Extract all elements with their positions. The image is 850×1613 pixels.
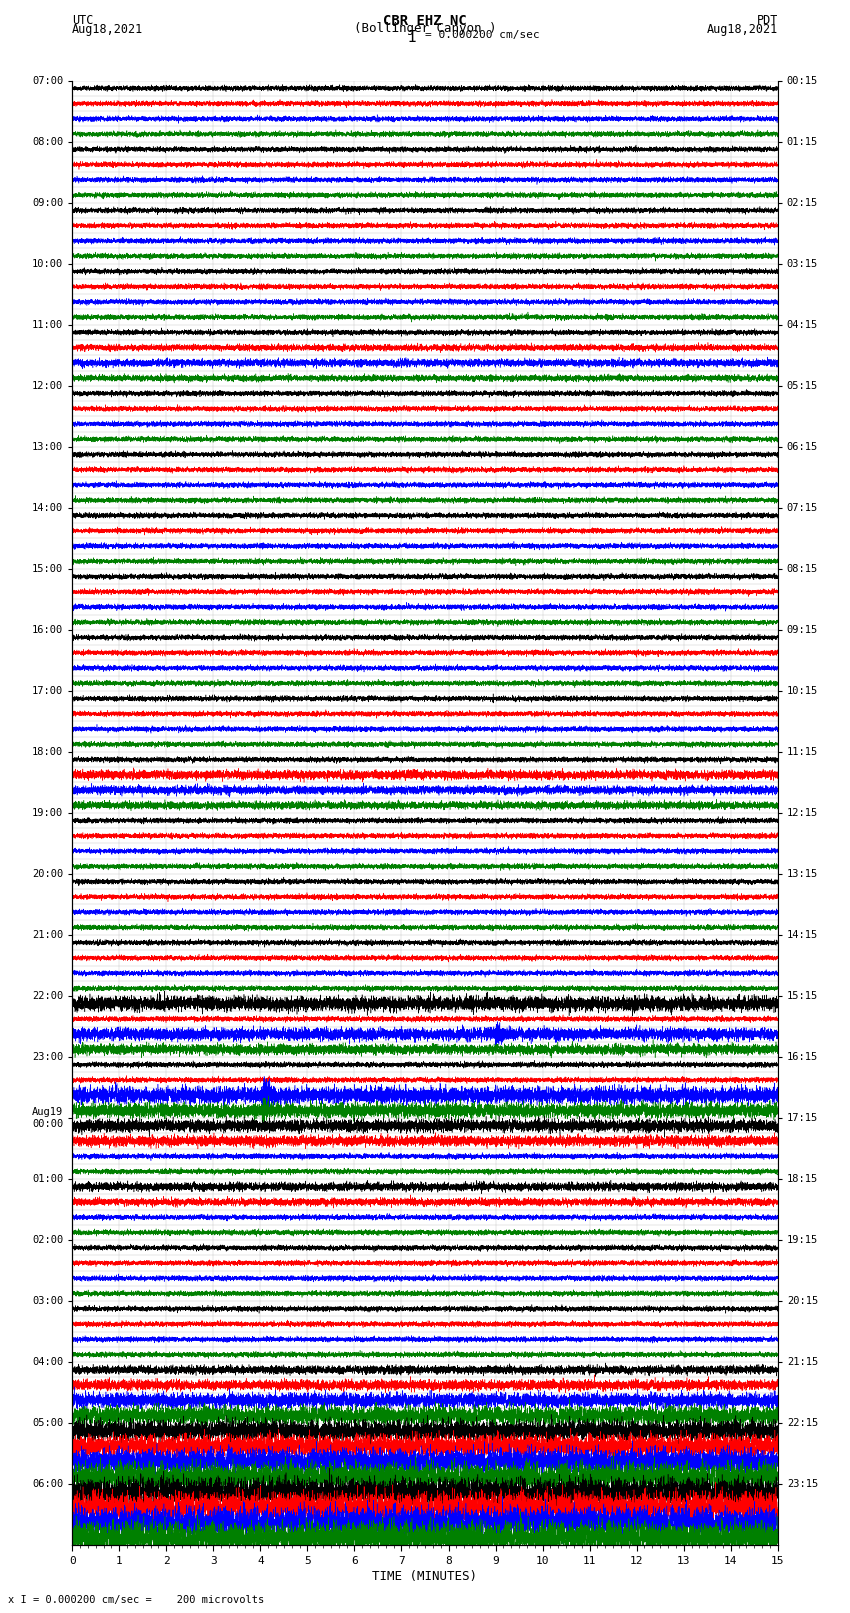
Text: I: I bbox=[408, 31, 416, 45]
Text: Aug18,2021: Aug18,2021 bbox=[706, 23, 778, 35]
Text: Aug18,2021: Aug18,2021 bbox=[72, 23, 144, 35]
Text: PDT: PDT bbox=[756, 13, 778, 27]
Text: x I = 0.000200 cm/sec =    200 microvolts: x I = 0.000200 cm/sec = 200 microvolts bbox=[8, 1595, 264, 1605]
X-axis label: TIME (MINUTES): TIME (MINUTES) bbox=[372, 1569, 478, 1582]
Text: UTC: UTC bbox=[72, 13, 94, 27]
Text: (Bollinger Canyon ): (Bollinger Canyon ) bbox=[354, 23, 496, 35]
Text: CBR EHZ NC: CBR EHZ NC bbox=[383, 13, 467, 27]
Text: = 0.000200 cm/sec: = 0.000200 cm/sec bbox=[425, 31, 540, 40]
